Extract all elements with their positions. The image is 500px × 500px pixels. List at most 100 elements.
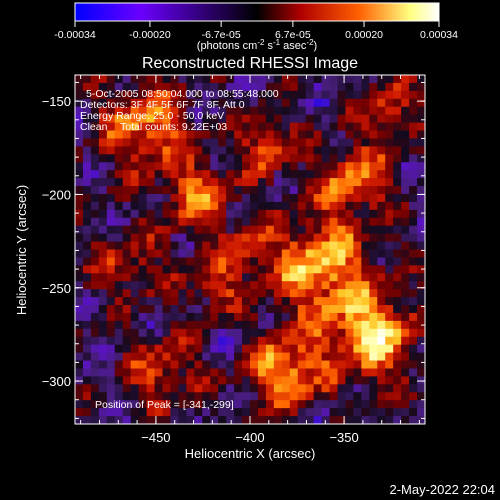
- heatmap-cell: [409, 368, 418, 378]
- heatmap-cell: [281, 225, 291, 235]
- heatmap-cell: [273, 225, 283, 235]
- heatmap-cell: [289, 368, 299, 378]
- heatmap-cell: [337, 225, 347, 235]
- heatmap-cell: [75, 312, 84, 322]
- heatmap-cell: [265, 225, 275, 235]
- heatmap-cell: [329, 75, 339, 84]
- heatmap-cell: [297, 186, 307, 195]
- heatmap-cell: [138, 193, 148, 203]
- heatmap-cell: [90, 154, 100, 163]
- heatmap-cell: [130, 98, 140, 108]
- heatmap-cell: [98, 193, 108, 203]
- heatmap-cell: [210, 201, 219, 211]
- heatmap-cell: [130, 114, 140, 124]
- heatmap-cell: [90, 352, 100, 362]
- heatmap-cell: [75, 281, 84, 290]
- heatmap-cell: [257, 209, 267, 219]
- heatmap-cell: [186, 297, 195, 306]
- heatmap-cell: [281, 328, 291, 338]
- heatmap-cell: [186, 82, 195, 92]
- heatmap-cell: [218, 352, 227, 362]
- heatmap-cell: [361, 281, 370, 290]
- heatmap-cell: [353, 146, 362, 155]
- heatmap-cell: [289, 305, 299, 314]
- heatmap-cell: [186, 400, 195, 409]
- heatmap-cell: [170, 360, 179, 370]
- heatmap-cell: [194, 122, 203, 132]
- heatmap-cell: [170, 320, 179, 330]
- heatmap-cell: [337, 305, 347, 314]
- heatmap-cell: [401, 209, 410, 219]
- heatmap-cell: [75, 162, 84, 171]
- heatmap-cell: [75, 257, 84, 266]
- heatmap-cell: [130, 209, 140, 219]
- heatmap-cell: [82, 154, 92, 163]
- heatmap-cell: [369, 225, 378, 235]
- heatmap-cell: [385, 178, 394, 187]
- heatmap-cell: [353, 249, 362, 259]
- heatmap-cell: [417, 75, 425, 84]
- heatmap-cell: [337, 201, 347, 211]
- heatmap-cell: [337, 193, 347, 203]
- heatmap-cell: [162, 138, 172, 147]
- heatmap-cell: [337, 368, 347, 378]
- heatmap-cell: [313, 392, 323, 401]
- heatmap-cell: [337, 273, 347, 282]
- heatmap-cell: [409, 82, 418, 92]
- heatmap-cell: [369, 233, 378, 243]
- heatmap-cell: [114, 305, 124, 314]
- heatmap-cell: [297, 138, 307, 147]
- heatmap-cell: [242, 392, 251, 401]
- colorbar-unit-label: (photons cm-2 s-1 asec-2): [197, 38, 317, 52]
- heatmap-cell: [345, 75, 354, 84]
- heatmap-cell: [257, 265, 267, 274]
- heatmap-cell: [90, 416, 100, 424]
- heatmap-cell: [337, 241, 347, 251]
- heatmap-cell: [154, 336, 164, 346]
- heatmap-cell: [265, 98, 275, 108]
- heatmap-cell: [154, 170, 164, 179]
- heatmap-cell: [234, 328, 243, 338]
- heatmap-cell: [385, 360, 394, 370]
- heatmap-cell: [186, 193, 195, 203]
- heatmap-cell: [337, 162, 347, 171]
- heatmap-cell: [98, 162, 108, 171]
- heatmap-cell: [114, 114, 124, 124]
- heatmap-cell: [265, 352, 275, 362]
- heatmap-cell: [82, 122, 92, 132]
- heatmap-cell: [265, 344, 275, 354]
- heatmap-cell: [178, 281, 187, 290]
- heatmap-cell: [138, 352, 148, 362]
- heatmap-cell: [106, 392, 116, 401]
- heatmap-cell: [122, 400, 132, 409]
- heatmap-cell: [242, 320, 251, 330]
- heatmap-cell: [202, 75, 211, 84]
- heatmap-cell: [329, 193, 339, 203]
- heatmap-cell: [210, 265, 219, 274]
- heatmap-cell: [130, 352, 140, 362]
- heatmap-cell: [250, 178, 259, 187]
- heatmap-cell: [202, 312, 211, 322]
- heatmap-cell: [162, 289, 172, 298]
- heatmap-cell: [82, 130, 92, 140]
- heatmap-cell: [361, 273, 370, 282]
- heatmap-cell: [401, 146, 410, 155]
- heatmap-cell: [329, 384, 339, 393]
- heatmap-cell: [170, 106, 179, 116]
- heatmap-cell: [361, 201, 370, 211]
- heatmap-cell: [186, 265, 195, 274]
- heatmap-cell: [202, 241, 211, 251]
- heatmap-cell: [329, 289, 339, 298]
- heatmap-cell: [210, 146, 219, 155]
- heatmap-cell: [401, 257, 410, 266]
- heatmap-cell: [289, 225, 299, 235]
- heatmap-cell: [106, 289, 116, 298]
- heatmap-cell: [273, 154, 283, 163]
- heatmap-cell: [130, 186, 140, 195]
- heatmap-cell: [329, 217, 339, 227]
- heatmap-cell: [138, 90, 148, 100]
- heatmap-cell: [305, 312, 315, 322]
- heatmap-cell: [178, 138, 187, 147]
- chart-title: Reconstructed RHESSI Image: [142, 55, 358, 72]
- heatmap-cell: [138, 289, 148, 298]
